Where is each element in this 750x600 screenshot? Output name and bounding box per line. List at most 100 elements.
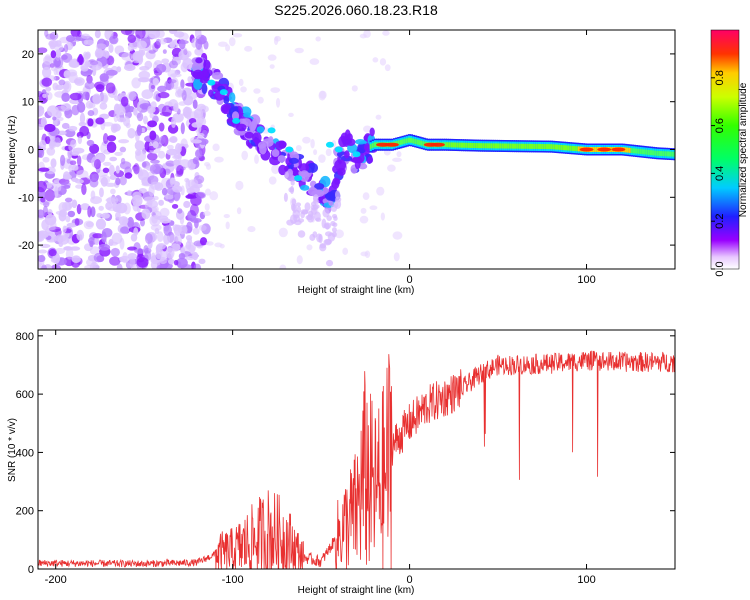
tone-band-core — [669, 151, 673, 157]
spectrogram-blob — [68, 143, 75, 152]
spectrogram-blob — [382, 30, 390, 36]
tone-band-core — [471, 142, 475, 148]
spectrogram-blob — [223, 214, 230, 219]
tone-band-core — [399, 139, 403, 145]
spectrogram-blob — [333, 202, 339, 208]
spectrogram-blob — [219, 89, 228, 96]
spectrogram-blob — [98, 243, 111, 251]
spectrogram-blob — [137, 101, 142, 112]
tone-band-core — [645, 149, 649, 155]
snr-x-tick-label: 100 — [577, 574, 595, 586]
tone-band-core — [488, 143, 492, 149]
tone-band-core — [626, 147, 630, 153]
spectrogram-blob — [38, 180, 47, 193]
spectrogram-blob — [59, 154, 66, 166]
spectrogram-blob — [195, 191, 206, 199]
colorbar-tick-label: 0.6 — [714, 118, 726, 133]
spectrogram-blob — [121, 52, 133, 61]
spectrogram-blob — [393, 252, 400, 262]
tone-band-core — [531, 143, 535, 149]
spectrogram-blob — [185, 194, 195, 199]
snr-x-tick-label: 0 — [407, 574, 413, 586]
spectrogram-blob — [55, 49, 62, 58]
spectrogram-blob — [63, 246, 72, 251]
spectrogram-blob — [247, 226, 256, 233]
tone-band-core — [548, 144, 552, 150]
spectrogram-blob — [86, 74, 93, 84]
spectrogram-blob — [41, 77, 53, 87]
tone-band-core — [635, 148, 639, 154]
tone-band-core — [673, 151, 675, 157]
spectrogram-blob — [77, 135, 83, 145]
spectrogram-blob — [364, 250, 371, 258]
tone-band-core — [526, 143, 530, 149]
spectrogram-blob — [101, 228, 113, 238]
spectrogram-blob — [120, 30, 133, 36]
tone-band-core — [541, 144, 545, 150]
spectrogram-blob — [87, 205, 92, 218]
spectrogram-blob — [158, 122, 165, 132]
tone-band-core — [571, 145, 575, 151]
tone-band-core — [656, 150, 660, 156]
spectrogram-blob — [55, 116, 64, 122]
spectrogram-blob — [211, 72, 224, 80]
spectrogram-blob — [161, 58, 170, 64]
spectrogram-blob — [80, 203, 90, 211]
spectrogram-blob — [95, 84, 105, 93]
spectrogram-blob — [161, 187, 168, 196]
spectrogram-blob — [109, 256, 121, 266]
spectrogram-blob — [192, 251, 199, 261]
spectrogram-blob — [83, 220, 94, 230]
spectrogram-blob — [182, 58, 194, 70]
spectrogram-blob — [159, 135, 166, 145]
spectrogram-blob — [69, 160, 77, 166]
heatmap-y-tick-label: 0 — [28, 145, 34, 157]
spectrogram-blob — [302, 136, 311, 144]
spectrogram-blob — [194, 30, 202, 40]
tone-band-core — [592, 147, 596, 152]
spectrogram-blob — [168, 234, 179, 245]
spectrogram-blob — [191, 122, 201, 128]
tone-band-core — [562, 145, 566, 151]
spectrogram-blob — [135, 150, 146, 162]
tone-band-core — [533, 143, 537, 149]
heatmap-y-axis-label: Frequency (Hz) — [7, 116, 18, 185]
spectrogram-blob — [94, 30, 101, 39]
snr-x-tick-label: -100 — [222, 574, 244, 586]
spectrogram-blob — [178, 32, 189, 41]
spectrogram-blob — [87, 110, 95, 117]
spectrogram-blob — [195, 57, 203, 64]
spectrogram-blob — [201, 83, 208, 95]
spectrogram-blob — [189, 203, 199, 216]
colorbar-label: Normalized spectral amplitude — [738, 82, 749, 217]
spectrogram-blob — [110, 123, 118, 134]
tone-band-core — [573, 146, 577, 152]
spectrogram-blob — [232, 117, 241, 124]
tone-band-core — [401, 139, 405, 145]
spectrogram-blob — [249, 121, 257, 132]
spectrogram-blob — [79, 112, 86, 125]
spectrogram-blob — [168, 258, 175, 265]
tone-band-core — [443, 142, 447, 148]
spectrogram-blob — [115, 177, 121, 186]
tone-band-core — [397, 140, 401, 146]
spectrogram-blob — [134, 248, 145, 254]
spectrogram-blob — [81, 33, 90, 39]
spectrogram-blob — [113, 111, 118, 123]
spectrogram-blob — [45, 86, 52, 92]
spectrogram-blob — [192, 157, 199, 165]
spectrogram-blob — [89, 60, 99, 66]
spectrogram-blob — [133, 107, 138, 116]
spectrogram-blob — [71, 104, 80, 116]
spectrogram-blob — [74, 77, 85, 86]
spectrogram-blob — [76, 169, 89, 179]
spectrogram-blob — [115, 165, 120, 174]
spectrogram-blob — [127, 44, 134, 52]
spectrogram-blob — [277, 155, 286, 163]
spectrogram-blob — [218, 41, 228, 47]
spectrogram-blob — [193, 263, 202, 269]
spectrogram-blob — [192, 227, 200, 235]
spectrogram-blob — [334, 190, 341, 200]
spectrogram-blob — [42, 156, 50, 163]
spectrogram-blob — [151, 252, 156, 261]
